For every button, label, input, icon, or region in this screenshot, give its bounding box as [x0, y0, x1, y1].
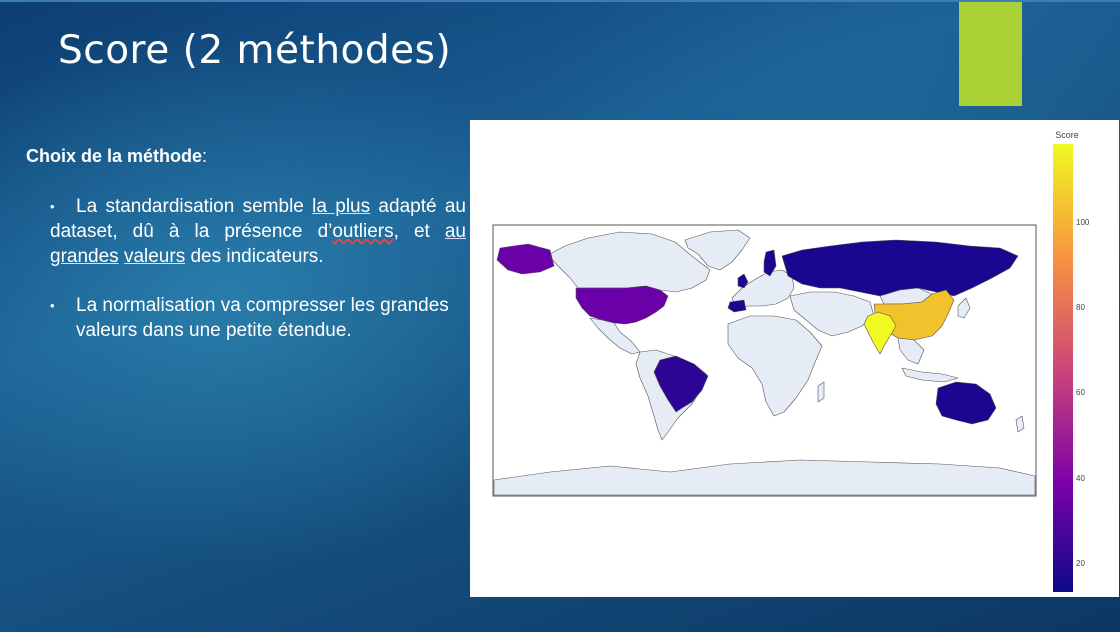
- b1-underline-grandes: grandes: [50, 246, 119, 267]
- b1-underline-outliers: outliers: [332, 221, 394, 242]
- russia-shape: [781, 239, 1019, 297]
- heading-colon: :: [202, 146, 208, 166]
- brazil-shape: [653, 355, 709, 413]
- africa: [727, 315, 823, 417]
- colorbar-title: Score: [1055, 130, 1079, 140]
- section-heading: Choix de la méthode:: [26, 146, 466, 167]
- slide-title: Score (2 méthodes): [58, 28, 452, 73]
- colorbar-tick: 60: [1076, 388, 1085, 397]
- india-shape: [863, 311, 897, 355]
- colorbar-tick: 100: [1076, 218, 1090, 227]
- middle-east-central-asia: [789, 291, 875, 337]
- colorbar-tick: 40: [1076, 474, 1085, 483]
- bullet-dot: •: [50, 298, 55, 313]
- australia-shape: [935, 381, 997, 425]
- europe: [731, 269, 795, 309]
- sweden-shape: [763, 249, 777, 277]
- b2-text: La normalisation va compresser les grand…: [76, 295, 449, 341]
- accent-rectangle: [959, 2, 1022, 106]
- b1-text-2: adapté au dataset, dû à la présence d’: [50, 196, 466, 242]
- bullet-normalisation: • La normalisation va compresser les gran…: [26, 293, 466, 343]
- alaska-shape: [496, 243, 555, 275]
- colorbar-tick: 20: [1076, 559, 1085, 568]
- bullet-standardisation: • La standardisation semble la plus adapt…: [26, 194, 466, 269]
- greenland: [684, 229, 751, 271]
- text-content: Choix de la méthode: • La standardisation…: [26, 146, 466, 343]
- indonesia: [901, 367, 959, 383]
- choropleth-map-panel: Score 100 80 60 40 20: [470, 120, 1119, 597]
- japan: [957, 297, 971, 319]
- united-kingdom-shape: [737, 273, 749, 289]
- b1-text-1: La standardisation semble: [76, 196, 313, 217]
- usa-shape: [575, 285, 669, 325]
- b1-text-6: des indicateurs.: [185, 246, 324, 267]
- b1-text-3: , et: [393, 221, 445, 242]
- choropleth-svg: Score 100 80 60 40 20: [492, 130, 1090, 592]
- b1-underline-la-plus: la plus: [312, 196, 371, 217]
- spain-shape: [727, 299, 747, 313]
- madagascar: [817, 381, 825, 403]
- colorbar-tick: 80: [1076, 303, 1085, 312]
- antarctica: [493, 459, 1036, 496]
- colorbar: [1053, 144, 1073, 592]
- b1-underline-valeurs: valeurs: [123, 246, 186, 267]
- bullet-dot: •: [50, 199, 55, 214]
- southeast-asia: [897, 337, 925, 365]
- b1-underline-au: au: [444, 221, 466, 242]
- new-zealand: [1015, 415, 1025, 433]
- top-border: [0, 0, 1120, 2]
- heading-label: Choix de la méthode: [26, 146, 203, 166]
